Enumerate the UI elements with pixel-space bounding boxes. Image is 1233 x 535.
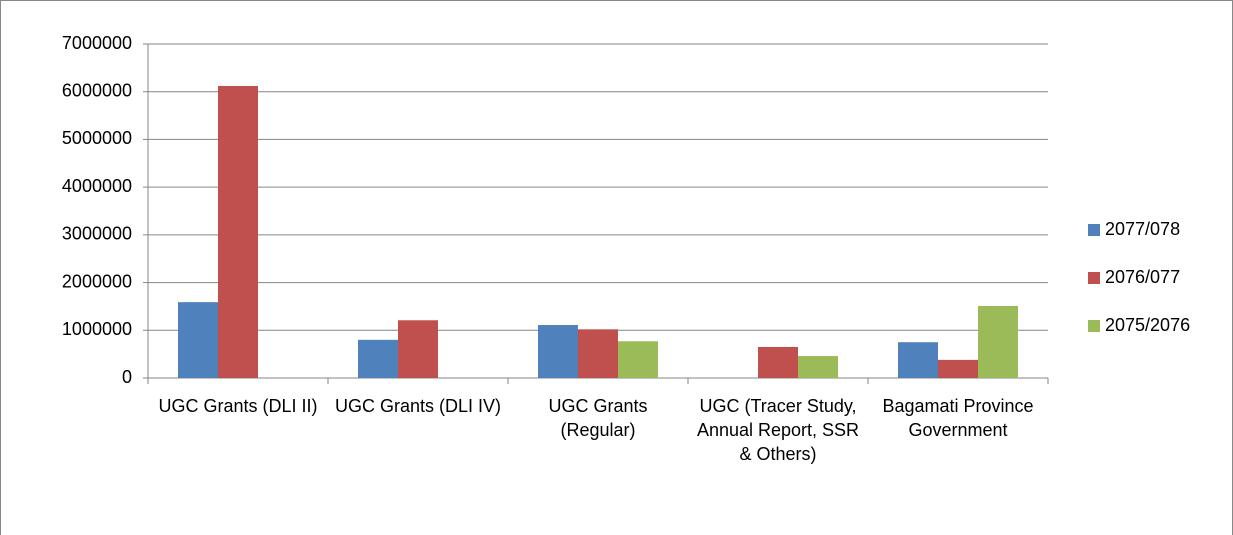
legend-label: 2075/2076	[1105, 315, 1190, 335]
y-tick-label: 0	[122, 367, 132, 387]
y-tick-label: 4000000	[62, 176, 132, 196]
bar	[538, 325, 578, 378]
legend-label: 2076/077	[1105, 267, 1180, 287]
x-tick-label: UGC Grants (DLI II)	[158, 396, 318, 416]
x-tick-label: Bagamati Province Government	[882, 396, 1034, 440]
legend-swatch	[1088, 272, 1100, 284]
bar	[798, 356, 838, 378]
bar	[898, 342, 938, 378]
bar	[978, 305, 1018, 378]
bar	[218, 85, 258, 378]
y-tick-label: 3000000	[62, 224, 132, 244]
y-tick-label: 5000000	[62, 128, 132, 148]
bar	[178, 302, 218, 378]
bar	[618, 341, 658, 378]
bar	[398, 320, 438, 378]
x-tick-label: UGC Grants (Regular)	[548, 396, 648, 440]
bar	[358, 339, 398, 378]
x-tick-label: UGC Grants (DLI IV)	[334, 396, 502, 416]
y-tick-label: 2000000	[62, 271, 132, 291]
x-tick-label: UGC (Tracer Study, Annual Report, SSR & …	[696, 396, 860, 464]
y-tick-label: 6000000	[62, 80, 132, 100]
bar	[938, 359, 978, 378]
bar	[578, 329, 618, 378]
y-tick-label: 7000000	[62, 33, 132, 53]
legend-swatch	[1088, 320, 1100, 332]
bar	[758, 346, 798, 378]
legend-label: 2077/078	[1105, 219, 1180, 239]
legend-swatch	[1088, 224, 1100, 236]
y-tick-label: 1000000	[62, 319, 132, 339]
